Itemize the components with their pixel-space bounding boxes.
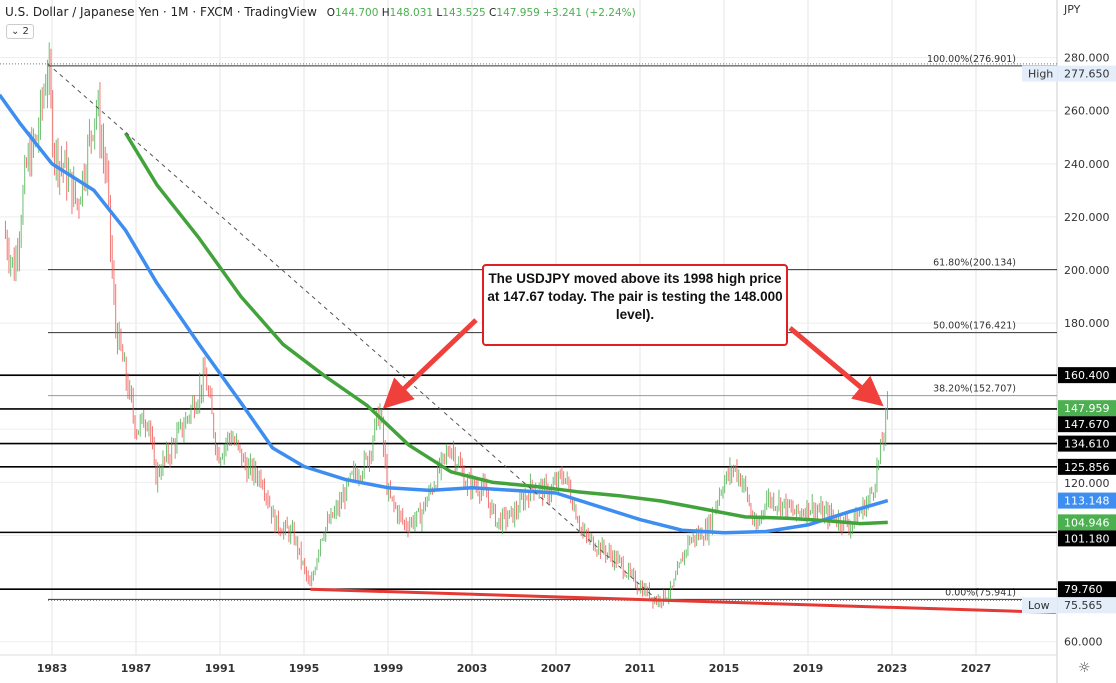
hl-label-bg: [1022, 65, 1057, 82]
low-price-tag-bg: [1058, 597, 1116, 614]
level-price-tag: 147.670: [1064, 418, 1110, 431]
low-label: Low: [1028, 599, 1050, 612]
x-tick-label: 2015: [709, 662, 740, 675]
y-tick-label: 240.000: [1064, 158, 1110, 171]
level-price-tag: 134.610: [1064, 438, 1110, 451]
gear-icon[interactable]: ☼: [1078, 660, 1091, 676]
ma-slow-price-tag: 104.946: [1064, 516, 1110, 529]
y-tick-label: 120.000: [1064, 477, 1110, 490]
y-tick-label: 260.000: [1064, 105, 1110, 118]
x-tick-label: 2027: [961, 662, 992, 675]
level-price-tag-bg: [1058, 530, 1116, 547]
y-tick-label: 220.000: [1064, 211, 1110, 224]
x-tick-label: 2007: [541, 662, 572, 675]
level-price-tag: 79.760: [1064, 583, 1103, 596]
ma-slow-price-tag-bg: [1058, 514, 1116, 531]
fib-level-label: 50.00%(176.421): [933, 321, 1016, 332]
low-price-tag: 75.565: [1064, 599, 1103, 612]
fib-level-label: 38.20%(152.707): [933, 384, 1016, 395]
chart-header: U.S. Dollar / Japanese Yen · 1M · FXCM ·…: [5, 5, 636, 19]
legend-toggle-button[interactable]: ⌄ 2: [6, 24, 34, 39]
x-tick-label: 1991: [205, 662, 236, 675]
level-price-tag-bg: [1058, 367, 1116, 384]
level-price-tag: 160.400: [1064, 369, 1110, 382]
moving-average-fast: [0, 93, 889, 535]
hl-label-bg: [1022, 597, 1057, 614]
downtrend-dashed-line: [47, 63, 658, 600]
y-tick-label: 180.000: [1064, 317, 1110, 330]
x-tick-label: 2023: [877, 662, 908, 675]
high-price-tag-bg: [1058, 65, 1116, 82]
fib-level-label: 0.00%(75.941): [945, 587, 1016, 598]
currency-label: JPY: [1063, 3, 1081, 16]
level-price-tag: 125.856: [1064, 461, 1110, 474]
level-price-tag-bg: [1058, 435, 1116, 452]
high-price-tag: 277.650: [1064, 68, 1110, 81]
x-tick-label: 2011: [625, 662, 656, 675]
high-label: High: [1028, 68, 1053, 81]
ma-fast-price-tag-bg: [1058, 492, 1116, 509]
x-tick-label: 1995: [289, 662, 320, 675]
level-price-tag-bg: [1058, 458, 1116, 475]
level-price-tag: 101.180: [1064, 532, 1110, 545]
last-price-tag: 147.959: [1064, 402, 1110, 415]
y-tick-label: 280.000: [1064, 52, 1110, 65]
level-price-tag-bg: [1058, 581, 1116, 598]
moving-average-slow: [124, 132, 888, 526]
lower-trendline: [310, 587, 1056, 614]
x-tick-label: 2003: [457, 662, 488, 675]
last-price-tag-bg: [1058, 400, 1116, 417]
fib-level-label: 100.00%(276.901): [927, 54, 1016, 65]
x-tick-label: 1983: [37, 662, 68, 675]
fib-level-label: 61.80%(200.134): [933, 258, 1016, 269]
annotation-arrow-today: [788, 326, 884, 407]
x-tick-label: 2019: [793, 662, 824, 675]
x-tick-label: 1999: [373, 662, 404, 675]
y-tick-label: 200.000: [1064, 264, 1110, 277]
y-tick-label: 60.000: [1064, 636, 1103, 649]
ohlc-readout: O144.700 H148.031 L143.525 C147.959 +3.2…: [326, 7, 636, 19]
symbol-title: U.S. Dollar / Japanese Yen · 1M · FXCM ·…: [5, 5, 317, 19]
level-price-tag-bg: [1058, 416, 1116, 433]
ma-fast-price-tag: 113.148: [1064, 495, 1110, 508]
annotation-arrow-1998: [382, 318, 478, 409]
x-tick-label: 1987: [121, 662, 152, 675]
annotation-callout: The USDJPY moved above its 1998 high pri…: [482, 264, 788, 346]
